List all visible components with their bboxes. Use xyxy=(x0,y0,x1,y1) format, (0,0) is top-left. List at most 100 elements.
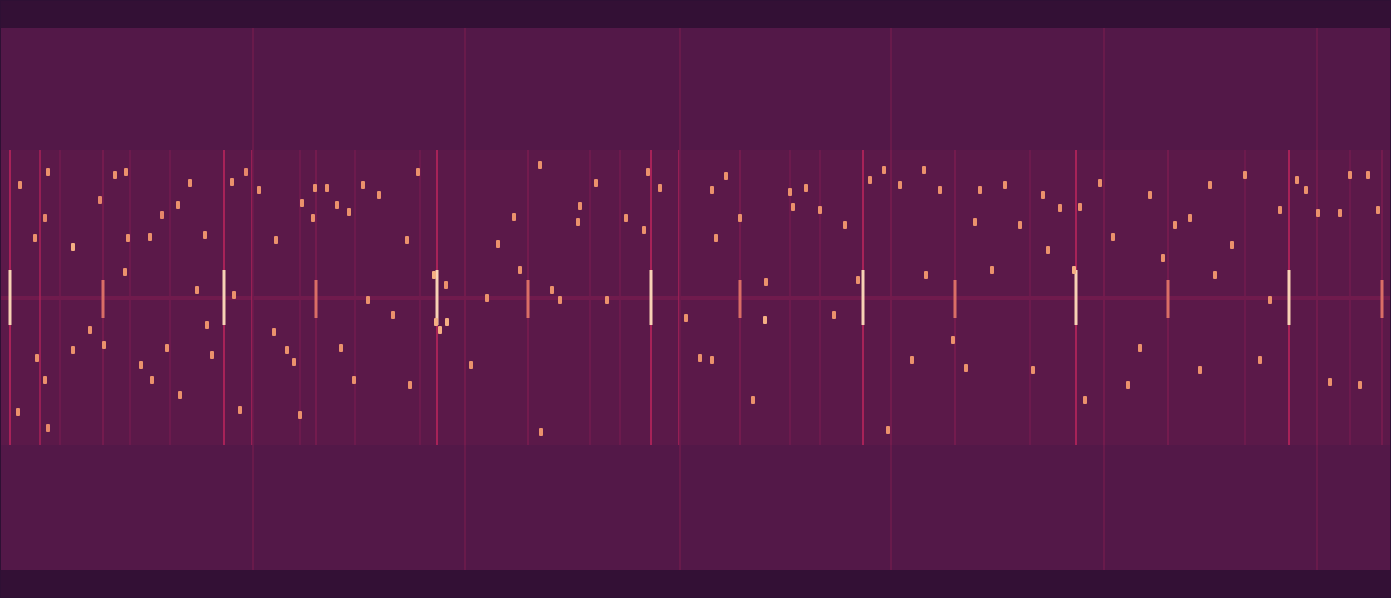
signal-dot xyxy=(951,336,955,344)
signal-line xyxy=(954,150,956,445)
signal-dot xyxy=(71,243,75,251)
signal-dot xyxy=(408,381,412,389)
signal-dot xyxy=(978,186,982,194)
signal-dot xyxy=(366,296,370,304)
signal-dot xyxy=(238,406,242,414)
signal-line xyxy=(890,28,892,570)
signal-dot xyxy=(710,356,714,364)
signal-dot xyxy=(485,294,489,302)
signal-dot xyxy=(313,184,317,192)
signal-line xyxy=(1244,150,1246,445)
signal-dot xyxy=(203,231,207,239)
signal-dot xyxy=(35,354,39,362)
signal-dot xyxy=(646,168,650,176)
signal-dot xyxy=(658,184,662,192)
signal-dot xyxy=(1138,344,1142,352)
signal-dot xyxy=(148,233,152,241)
signal-line xyxy=(252,28,254,570)
signal-dot xyxy=(1161,254,1165,262)
signal-dot xyxy=(1198,366,1202,374)
signal-line xyxy=(436,150,438,445)
signal-dot xyxy=(550,286,554,294)
signal-line xyxy=(1167,280,1170,318)
signal-dot xyxy=(1316,209,1320,217)
signal-dot xyxy=(43,214,47,222)
signal-dot xyxy=(832,311,836,319)
signal-dot xyxy=(1031,366,1035,374)
signal-dot xyxy=(1083,396,1087,404)
signal-line xyxy=(419,150,421,445)
signal-line xyxy=(1349,150,1351,445)
signal-dot xyxy=(257,186,261,194)
plot-frame xyxy=(1,1,1391,598)
signal-line xyxy=(739,280,742,318)
signal-dot xyxy=(856,276,860,284)
signal-dot xyxy=(432,271,436,279)
signal-line xyxy=(527,150,529,445)
signal-dot xyxy=(1295,176,1299,184)
signal-dot xyxy=(98,196,102,204)
band-cell xyxy=(0,150,1391,296)
signal-dot xyxy=(1111,233,1115,241)
signal-dot xyxy=(924,271,928,279)
signal-dot xyxy=(1213,271,1217,279)
signal-line xyxy=(299,150,301,445)
signal-line xyxy=(589,150,591,445)
signal-dot xyxy=(710,186,714,194)
signal-dot xyxy=(43,376,47,384)
signal-dot xyxy=(335,201,339,209)
signal-dot xyxy=(325,184,329,192)
signal-dot xyxy=(469,361,473,369)
signal-dot xyxy=(684,314,688,322)
signal-dot xyxy=(205,321,209,329)
signal-dot xyxy=(292,358,296,366)
signal-dot xyxy=(1208,181,1212,189)
signal-dot xyxy=(178,391,182,399)
band-cell xyxy=(0,296,1391,300)
signal-dot xyxy=(973,218,977,226)
signal-line xyxy=(315,150,317,445)
signal-dot xyxy=(1148,191,1152,199)
signal-dot xyxy=(512,213,516,221)
signal-dot xyxy=(910,356,914,364)
signal-dot xyxy=(46,168,50,176)
signal-dot xyxy=(763,316,767,324)
signal-dot xyxy=(698,354,702,362)
signal-dot xyxy=(300,199,304,207)
signal-dot xyxy=(1268,296,1272,304)
signal-dot xyxy=(339,344,343,352)
signal-dot xyxy=(642,226,646,234)
signal-dot xyxy=(126,234,130,242)
signal-line xyxy=(1381,150,1383,445)
signal-line xyxy=(464,28,466,570)
signal-dot xyxy=(605,296,609,304)
signal-dot xyxy=(124,168,128,176)
signal-line xyxy=(102,280,105,318)
signal-dot xyxy=(1018,221,1022,229)
signal-dot xyxy=(352,376,356,384)
signal-line xyxy=(9,150,11,445)
signal-dot xyxy=(434,318,438,326)
signal-line xyxy=(1288,270,1291,325)
signal-dot xyxy=(594,179,598,187)
band-cell xyxy=(0,300,1391,445)
signal-line xyxy=(650,150,652,445)
signal-dot xyxy=(195,286,199,294)
signal-dot xyxy=(898,181,902,189)
signal-dot xyxy=(416,168,420,176)
points xyxy=(16,161,1380,436)
signal-dot xyxy=(1230,241,1234,249)
signal-dot xyxy=(1078,203,1082,211)
signal-dot xyxy=(361,181,365,189)
bands xyxy=(0,0,1391,598)
signal-dot xyxy=(176,201,180,209)
signal-dot xyxy=(1243,171,1247,179)
signal-dot xyxy=(347,208,351,216)
vertical-lines xyxy=(10,28,1382,570)
signal-line xyxy=(1103,28,1105,570)
signal-dot xyxy=(71,346,75,354)
signal-dot xyxy=(244,168,248,176)
signal-dot xyxy=(1126,381,1130,389)
signal-line xyxy=(1316,28,1318,570)
signal-dot xyxy=(272,328,276,336)
